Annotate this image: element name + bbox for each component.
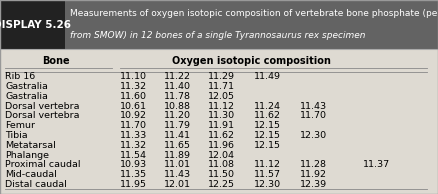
Text: 12.25: 12.25 <box>208 180 235 189</box>
Text: 11.62: 11.62 <box>254 112 281 120</box>
FancyBboxPatch shape <box>0 0 65 49</box>
Text: 11.30: 11.30 <box>208 112 235 120</box>
Text: Proximal caudal: Proximal caudal <box>5 160 81 169</box>
Text: Distal caudal: Distal caudal <box>5 180 67 189</box>
Text: 11.54: 11.54 <box>120 151 147 160</box>
Text: Dorsal vertebra: Dorsal vertebra <box>5 112 80 120</box>
Text: Oxygen isotopic composition: Oxygen isotopic composition <box>173 56 331 66</box>
Text: 11.78: 11.78 <box>164 92 191 101</box>
Text: 12.30: 12.30 <box>254 180 281 189</box>
Text: 11.37: 11.37 <box>363 160 390 169</box>
Text: 11.60: 11.60 <box>120 92 147 101</box>
FancyBboxPatch shape <box>65 0 438 49</box>
Text: 11.12: 11.12 <box>254 160 281 169</box>
Text: 10.61: 10.61 <box>120 102 147 111</box>
Text: 11.32: 11.32 <box>120 82 147 91</box>
Text: 11.20: 11.20 <box>164 112 191 120</box>
Text: 11.40: 11.40 <box>164 82 191 91</box>
Text: 12.15: 12.15 <box>254 141 281 150</box>
Text: 11.65: 11.65 <box>164 141 191 150</box>
Text: 11.71: 11.71 <box>208 82 235 91</box>
Text: 11.95: 11.95 <box>120 180 147 189</box>
Text: 11.12: 11.12 <box>208 102 235 111</box>
Text: Gastralia: Gastralia <box>5 82 48 91</box>
Text: 10.88: 10.88 <box>164 102 191 111</box>
Text: 11.91: 11.91 <box>208 121 235 130</box>
Text: Tibia: Tibia <box>5 131 28 140</box>
Text: Dorsal vertebra: Dorsal vertebra <box>5 102 80 111</box>
Text: 11.22: 11.22 <box>164 72 191 81</box>
Text: 11.70: 11.70 <box>300 112 327 120</box>
Text: 12.01: 12.01 <box>164 180 191 189</box>
Text: 11.01: 11.01 <box>164 160 191 169</box>
Text: Rib 16: Rib 16 <box>5 72 35 81</box>
Text: 12.15: 12.15 <box>254 121 281 130</box>
Text: 11.50: 11.50 <box>208 170 235 179</box>
Text: 11.70: 11.70 <box>120 121 147 130</box>
Text: Phalange: Phalange <box>5 151 49 160</box>
Text: 11.62: 11.62 <box>208 131 235 140</box>
Text: Measurements of oxygen isotopic composition of vertebrate bone phosphate (per mi: Measurements of oxygen isotopic composit… <box>70 9 438 18</box>
Text: 11.35: 11.35 <box>120 170 147 179</box>
Text: 11.43: 11.43 <box>164 170 191 179</box>
Text: from SMOW) in 12 bones of a single Tyrannosaurus rex specimen: from SMOW) in 12 bones of a single Tyran… <box>70 31 366 40</box>
Text: Femur: Femur <box>5 121 35 130</box>
Text: 12.05: 12.05 <box>208 92 235 101</box>
Text: 12.39: 12.39 <box>300 180 327 189</box>
Text: Gastralia: Gastralia <box>5 92 48 101</box>
Text: 12.15: 12.15 <box>254 131 281 140</box>
Text: 12.30: 12.30 <box>300 131 327 140</box>
Text: 10.93: 10.93 <box>120 160 147 169</box>
Text: 11.32: 11.32 <box>120 141 147 150</box>
Text: 11.43: 11.43 <box>300 102 327 111</box>
Text: 12.04: 12.04 <box>208 151 235 160</box>
Text: 11.96: 11.96 <box>208 141 235 150</box>
Text: 11.49: 11.49 <box>254 72 281 81</box>
Text: 11.92: 11.92 <box>300 170 327 179</box>
Text: DISPLAY 5.26: DISPLAY 5.26 <box>0 20 71 30</box>
Text: Mid-caudal: Mid-caudal <box>5 170 57 179</box>
Text: 11.08: 11.08 <box>208 160 235 169</box>
Text: 11.28: 11.28 <box>300 160 327 169</box>
Text: 11.10: 11.10 <box>120 72 147 81</box>
Text: 11.29: 11.29 <box>208 72 235 81</box>
Text: 11.24: 11.24 <box>254 102 281 111</box>
Text: 11.57: 11.57 <box>254 170 281 179</box>
Text: 11.79: 11.79 <box>164 121 191 130</box>
Text: 11.33: 11.33 <box>120 131 147 140</box>
Text: 11.89: 11.89 <box>164 151 191 160</box>
Text: Metatarsal: Metatarsal <box>5 141 56 150</box>
Text: Bone: Bone <box>42 56 70 66</box>
Text: 11.41: 11.41 <box>164 131 191 140</box>
Text: 10.92: 10.92 <box>120 112 147 120</box>
